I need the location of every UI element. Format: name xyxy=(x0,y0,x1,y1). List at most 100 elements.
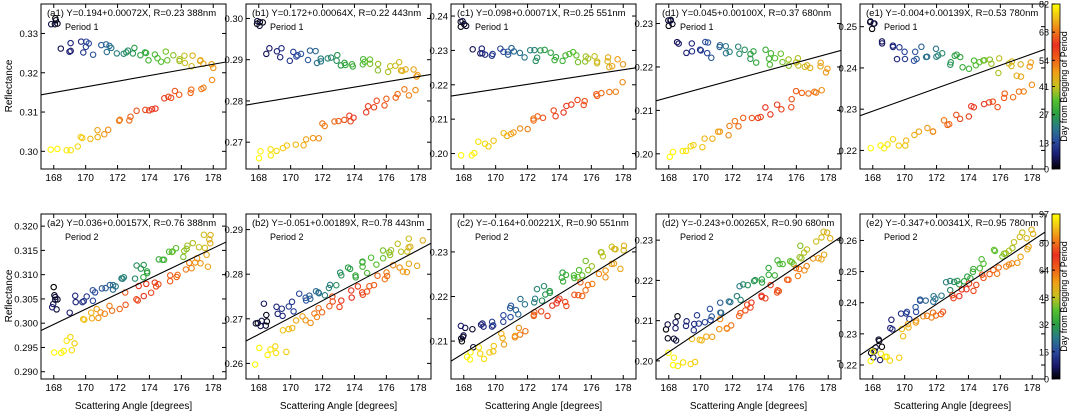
data-point xyxy=(383,269,390,276)
data-point xyxy=(83,293,90,300)
data-point xyxy=(877,142,884,149)
data-point xyxy=(405,260,413,267)
data-point xyxy=(950,294,957,302)
y-axis-label-top: Reflectance xyxy=(4,59,15,112)
y-tick-label: 0.29 xyxy=(225,55,244,66)
plot-frame xyxy=(655,3,842,170)
data-point xyxy=(575,291,582,299)
data-point xyxy=(500,318,507,326)
data-point xyxy=(106,42,113,50)
data-point xyxy=(326,302,333,310)
plot-frame xyxy=(859,3,1046,170)
data-point xyxy=(805,90,812,97)
period-label: Period 2 xyxy=(680,232,714,242)
x-tick-label: 174 xyxy=(141,383,158,394)
data-point xyxy=(947,59,955,66)
data-point xyxy=(286,57,294,65)
data-point xyxy=(682,147,690,155)
data-point xyxy=(164,57,171,64)
data-point xyxy=(608,62,616,70)
y-tick-label: 0.20 xyxy=(635,149,654,160)
data-point xyxy=(276,53,284,61)
data-point xyxy=(315,289,322,296)
data-point xyxy=(94,126,101,134)
data-point xyxy=(817,59,824,66)
y-tick-label: 0.26 xyxy=(225,359,244,370)
x-tick-label: 168 xyxy=(45,383,62,394)
data-point xyxy=(116,305,123,313)
data-point xyxy=(571,274,578,282)
data-point xyxy=(673,38,681,46)
fit-line xyxy=(656,49,841,102)
data-point xyxy=(516,331,524,338)
data-point xyxy=(334,51,341,59)
data-point xyxy=(702,38,709,46)
data-point xyxy=(735,123,742,130)
data-point xyxy=(306,292,313,299)
x-tick-label: 176 xyxy=(583,383,600,394)
data-point xyxy=(1027,59,1035,66)
data-point xyxy=(785,56,792,63)
data-point xyxy=(1000,94,1008,102)
data-point xyxy=(888,316,895,324)
x-tick-label: 170 xyxy=(282,383,299,394)
data-point xyxy=(986,56,994,63)
data-point xyxy=(593,58,601,65)
data-point xyxy=(278,305,286,312)
data-point xyxy=(499,334,506,342)
data-point xyxy=(538,297,546,304)
panel-d2: 168 170 172 174 176 178 0.20 0.21 0.22 0.23 (d2) Y… xyxy=(635,213,842,394)
data-point xyxy=(1029,230,1037,238)
data-point xyxy=(924,124,931,132)
data-point xyxy=(50,349,58,356)
data-point xyxy=(611,245,618,253)
data-point xyxy=(401,86,408,93)
data-point xyxy=(157,58,165,65)
data-point xyxy=(507,130,515,138)
data-point xyxy=(980,260,987,267)
data-point xyxy=(342,61,349,69)
data-point xyxy=(672,318,679,326)
data-point xyxy=(379,247,387,254)
data-point xyxy=(606,88,613,96)
panel-b1: 168 170 172 174 176 178 0.27 0.28 0.29 0.30 (b1) Y… xyxy=(225,3,432,184)
data-point xyxy=(407,243,414,250)
data-point xyxy=(580,101,587,109)
data-point xyxy=(383,95,390,103)
data-point xyxy=(285,325,292,333)
data-point xyxy=(67,333,74,341)
data-point xyxy=(273,147,280,155)
data-point xyxy=(50,283,57,291)
x-tick-label: 176 xyxy=(583,173,600,184)
data-point xyxy=(619,78,626,86)
data-point xyxy=(562,52,569,59)
data-point xyxy=(288,298,296,306)
data-point xyxy=(500,48,507,56)
data-point xyxy=(198,85,205,93)
data-point xyxy=(561,298,569,306)
data-point xyxy=(404,248,411,255)
data-point xyxy=(532,57,539,65)
data-point xyxy=(475,138,482,145)
data-point xyxy=(708,54,715,62)
data-point xyxy=(304,56,312,64)
data-point xyxy=(469,325,476,333)
data-point xyxy=(980,100,988,108)
data-point xyxy=(302,317,309,324)
data-point xyxy=(811,88,818,96)
data-point xyxy=(54,145,61,153)
y-tick-label: 0.22 xyxy=(430,292,449,303)
data-point xyxy=(932,45,940,53)
data-point xyxy=(912,303,919,311)
data-point xyxy=(980,274,987,282)
data-point xyxy=(758,279,766,286)
data-point xyxy=(886,357,894,364)
panel-title: (a2) Y=0.036+0.00157X, R=0.76 388nm xyxy=(47,218,216,229)
data-point xyxy=(889,42,897,49)
data-point xyxy=(559,57,566,65)
data-point xyxy=(331,118,338,125)
data-point xyxy=(166,277,174,285)
data-point xyxy=(321,292,329,299)
data-point xyxy=(669,361,677,369)
data-point xyxy=(285,303,293,310)
